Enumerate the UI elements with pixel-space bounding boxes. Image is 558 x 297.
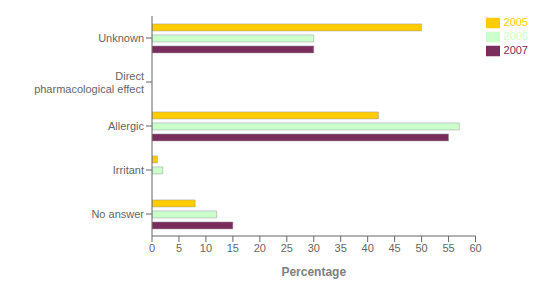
svg-text:25: 25 <box>281 242 293 254</box>
svg-text:10: 10 <box>200 242 212 254</box>
svg-text:No answer: No answer <box>91 208 144 220</box>
html-text:2007: 2007 <box>503 44 528 57</box>
html-text:2005: 2005 <box>503 16 528 28</box>
svg-text:15: 15 <box>227 242 239 254</box>
svg-text:60: 60 <box>469 242 481 254</box>
svg-text:45: 45 <box>389 242 401 254</box>
svg-text:5: 5 <box>176 242 182 254</box>
svg-text:Unknown: Unknown <box>98 32 144 44</box>
svg-text:40: 40 <box>362 242 374 254</box>
svg-text:Percentage: Percentage <box>281 265 346 279</box>
svg-text:30: 30 <box>308 242 320 254</box>
svg-text:Allergic: Allergic <box>108 120 145 132</box>
html-text:2006: 2006 <box>503 30 528 43</box>
svg-text:35: 35 <box>335 242 347 254</box>
svg-text:Irritant: Irritant <box>113 164 144 176</box>
svg-text:55: 55 <box>442 242 454 254</box>
svg-text:0: 0 <box>149 242 155 254</box>
svg-text:50: 50 <box>415 242 427 254</box>
svg-text:20: 20 <box>254 242 266 254</box>
svg-text:Directpharmacological effect: Directpharmacological effect <box>34 70 144 95</box>
